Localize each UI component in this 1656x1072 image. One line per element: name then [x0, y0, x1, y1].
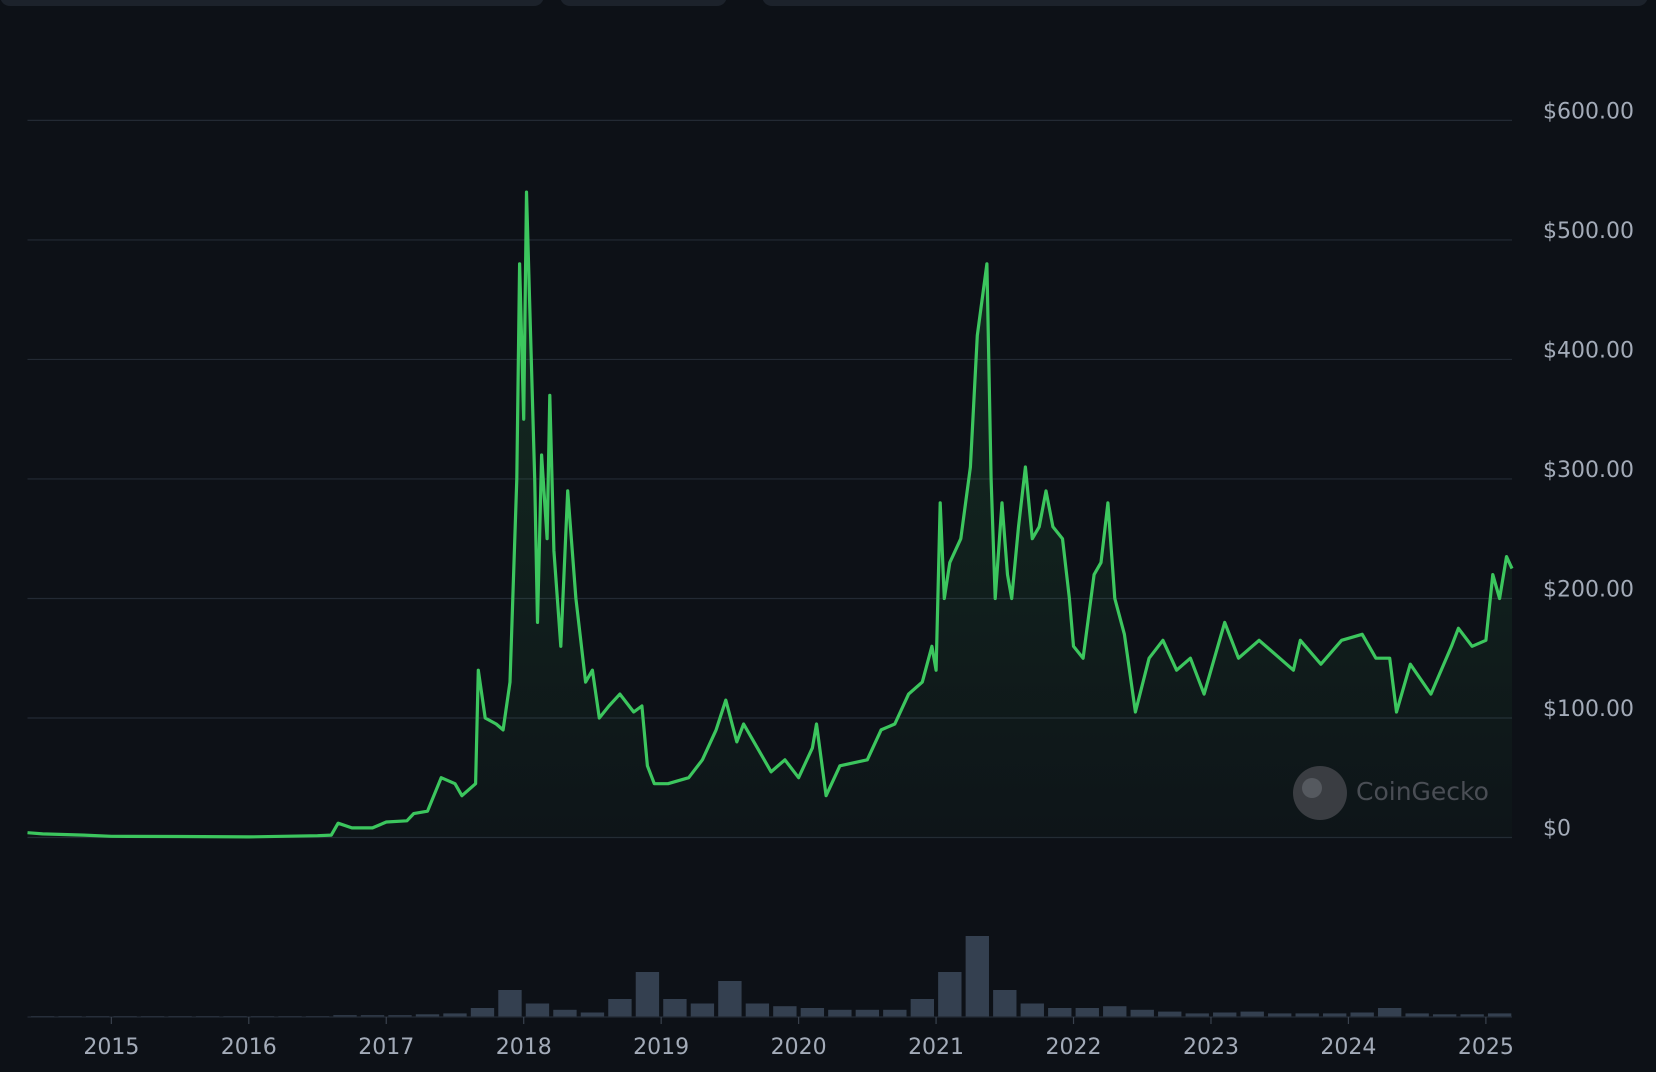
x-tick-label: 2018 [496, 1035, 552, 1060]
watermark-text: CoinGecko [1356, 777, 1489, 806]
watermark-logo-eye [1302, 778, 1322, 798]
volume-bar [1432, 1014, 1457, 1017]
volume-bar [1295, 1013, 1319, 1017]
y-tick-label: $300.00 [1543, 458, 1634, 483]
volume-bar [800, 1008, 825, 1017]
volume-bar [1103, 1006, 1127, 1017]
volume-bar [828, 1009, 852, 1017]
volume-bar [525, 1003, 550, 1017]
x-tick-label: 2019 [633, 1035, 689, 1060]
volume-bar [993, 990, 1017, 1017]
volume-bar [553, 1009, 577, 1017]
y-tick-label: $400.00 [1543, 338, 1634, 363]
volume-bar [745, 1003, 770, 1017]
volume-bar [910, 999, 935, 1017]
volume-bar [443, 1013, 467, 1017]
volume-bar [333, 1015, 357, 1017]
volume-bar [1075, 1008, 1099, 1017]
y-tick-label: $200.00 [1543, 577, 1634, 602]
volume-bar [1350, 1012, 1374, 1017]
volume-bar [498, 990, 522, 1017]
x-tick-label: 2017 [358, 1035, 414, 1060]
volume-bar [855, 1009, 880, 1017]
x-tick-label: 2022 [1046, 1035, 1102, 1060]
y-tick-label: $0 [1543, 817, 1571, 842]
x-tick-label: 2025 [1458, 1035, 1514, 1060]
volume-bar [690, 1003, 715, 1017]
volume-bar [1460, 1014, 1484, 1017]
volume-bar [1158, 1011, 1182, 1017]
volume-bar [415, 1014, 440, 1017]
volume-bar [388, 1015, 412, 1017]
volume-bar [1377, 1008, 1402, 1017]
x-tick-label: 2015 [83, 1035, 139, 1060]
volume-bar [635, 972, 660, 1017]
volume-bar [1323, 1013, 1347, 1017]
volume-bar [1185, 1013, 1209, 1017]
volume-bar [360, 1015, 385, 1017]
volume-bar [1130, 1009, 1154, 1017]
x-tick-label: 2020 [771, 1035, 827, 1060]
volume-bar [580, 1012, 605, 1017]
y-tick-label: $100.00 [1543, 697, 1634, 722]
volume-bar [938, 972, 962, 1017]
volume-bar [1240, 1011, 1264, 1017]
volume-bar [1405, 1013, 1429, 1017]
volume-bar [773, 1006, 797, 1017]
volume-bar [1048, 1008, 1072, 1017]
x-tick-label: 2023 [1183, 1035, 1239, 1060]
toolbar-button[interactable] [762, 0, 1648, 6]
volume-bar [1213, 1012, 1237, 1017]
watermark: CoinGecko [1293, 766, 1489, 820]
y-tick-label: $500.00 [1543, 219, 1634, 244]
price-area [27, 192, 1512, 838]
volume-bar [470, 1008, 495, 1017]
x-tick-label: 2024 [1320, 1035, 1376, 1060]
volume-bar [1020, 1003, 1044, 1017]
volume-bar [965, 936, 989, 1017]
y-tick-label: $600.00 [1543, 99, 1634, 124]
volume-bar [718, 981, 742, 1017]
x-tick-label: 2016 [221, 1035, 277, 1060]
toolbar-button[interactable] [560, 0, 727, 6]
volume-bar [1487, 1013, 1512, 1017]
volume-bar [608, 999, 632, 1017]
price-line [27, 190, 1514, 839]
x-tick-label: 2021 [908, 1035, 964, 1060]
volume-bar [1268, 1013, 1292, 1017]
volume-bar [883, 1009, 907, 1017]
toolbar-button[interactable] [0, 0, 544, 6]
volume-bar [663, 999, 687, 1017]
